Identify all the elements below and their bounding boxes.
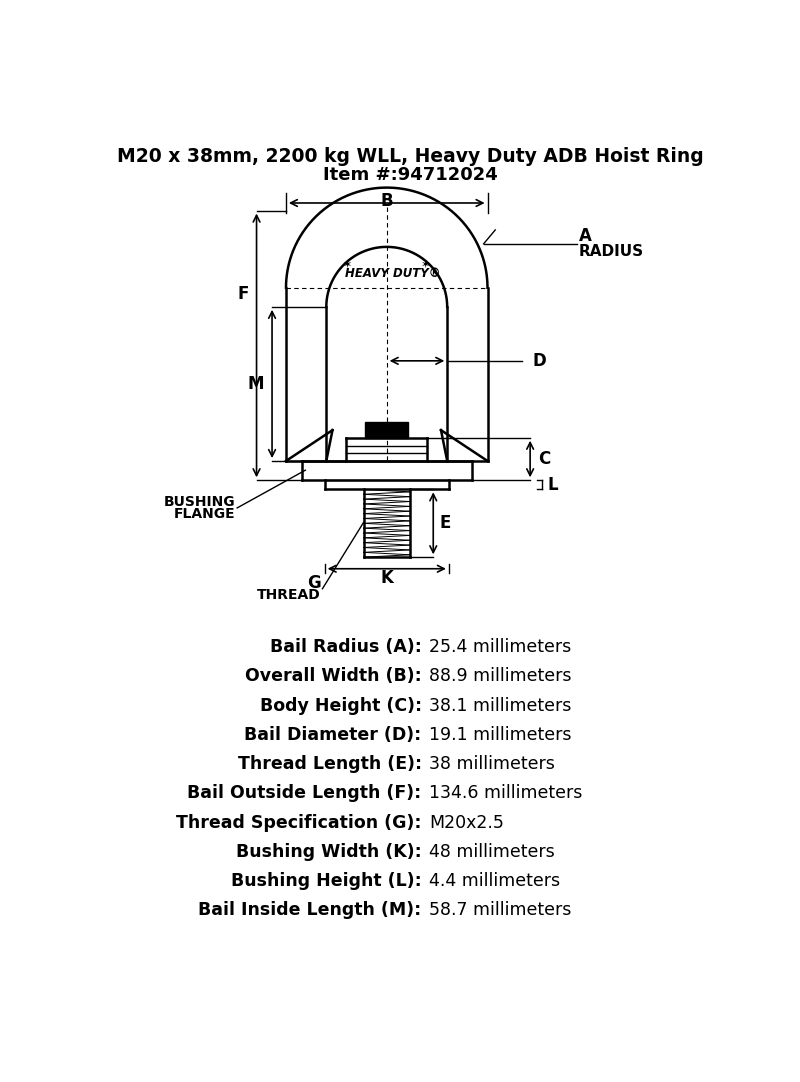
Text: Bail Inside Length (M):: Bail Inside Length (M): [198,901,422,920]
Text: ✶: ✶ [342,260,352,269]
Text: 19.1 millimeters: 19.1 millimeters [430,726,572,743]
Text: FLANGE: FLANGE [174,507,236,522]
Text: L: L [548,476,558,493]
Bar [365,422,409,438]
Text: B: B [381,192,393,210]
Text: Overall Width (B):: Overall Width (B): [245,668,422,685]
Text: M20 x 38mm, 2200 kg WLL, Heavy Duty ADB Hoist Ring: M20 x 38mm, 2200 kg WLL, Heavy Duty ADB … [117,147,703,166]
Text: A: A [579,227,592,246]
Text: BUSHING: BUSHING [164,494,236,509]
Text: Body Height (C):: Body Height (C): [259,697,422,714]
Text: 25.4 millimeters: 25.4 millimeters [430,638,572,656]
Text: E: E [439,514,451,532]
Text: 48 millimeters: 48 millimeters [430,843,555,861]
Text: M20x2.5: M20x2.5 [430,814,504,832]
Text: K: K [380,569,393,586]
Text: 58.7 millimeters: 58.7 millimeters [430,901,572,920]
Text: F: F [238,285,249,303]
Text: Bail Outside Length (F):: Bail Outside Length (F): [187,784,422,803]
Text: Thread Length (E):: Thread Length (E): [238,755,422,773]
Text: Bail Diameter (D):: Bail Diameter (D): [244,726,422,743]
Text: ✶: ✶ [422,260,430,269]
Text: HEAVY DUTY®: HEAVY DUTY® [346,267,441,280]
Text: D: D [533,352,546,370]
Text: Bushing Width (K):: Bushing Width (K): [236,843,422,861]
Text: M: M [248,375,264,393]
Text: 88.9 millimeters: 88.9 millimeters [430,668,572,685]
Text: Item #:94712024: Item #:94712024 [322,166,498,184]
Text: 38.1 millimeters: 38.1 millimeters [430,697,572,714]
Text: G: G [307,573,321,592]
Text: C: C [538,450,550,469]
Text: 134.6 millimeters: 134.6 millimeters [430,784,582,803]
Text: 4.4 millimeters: 4.4 millimeters [430,872,561,890]
Text: Bail Radius (A):: Bail Radius (A): [270,638,422,656]
Text: THREAD: THREAD [257,588,321,602]
Text: RADIUS: RADIUS [579,245,644,259]
Text: Thread Specification (G):: Thread Specification (G): [176,814,422,832]
Text: Bushing Height (L):: Bushing Height (L): [231,872,422,890]
Text: 38 millimeters: 38 millimeters [430,755,555,773]
